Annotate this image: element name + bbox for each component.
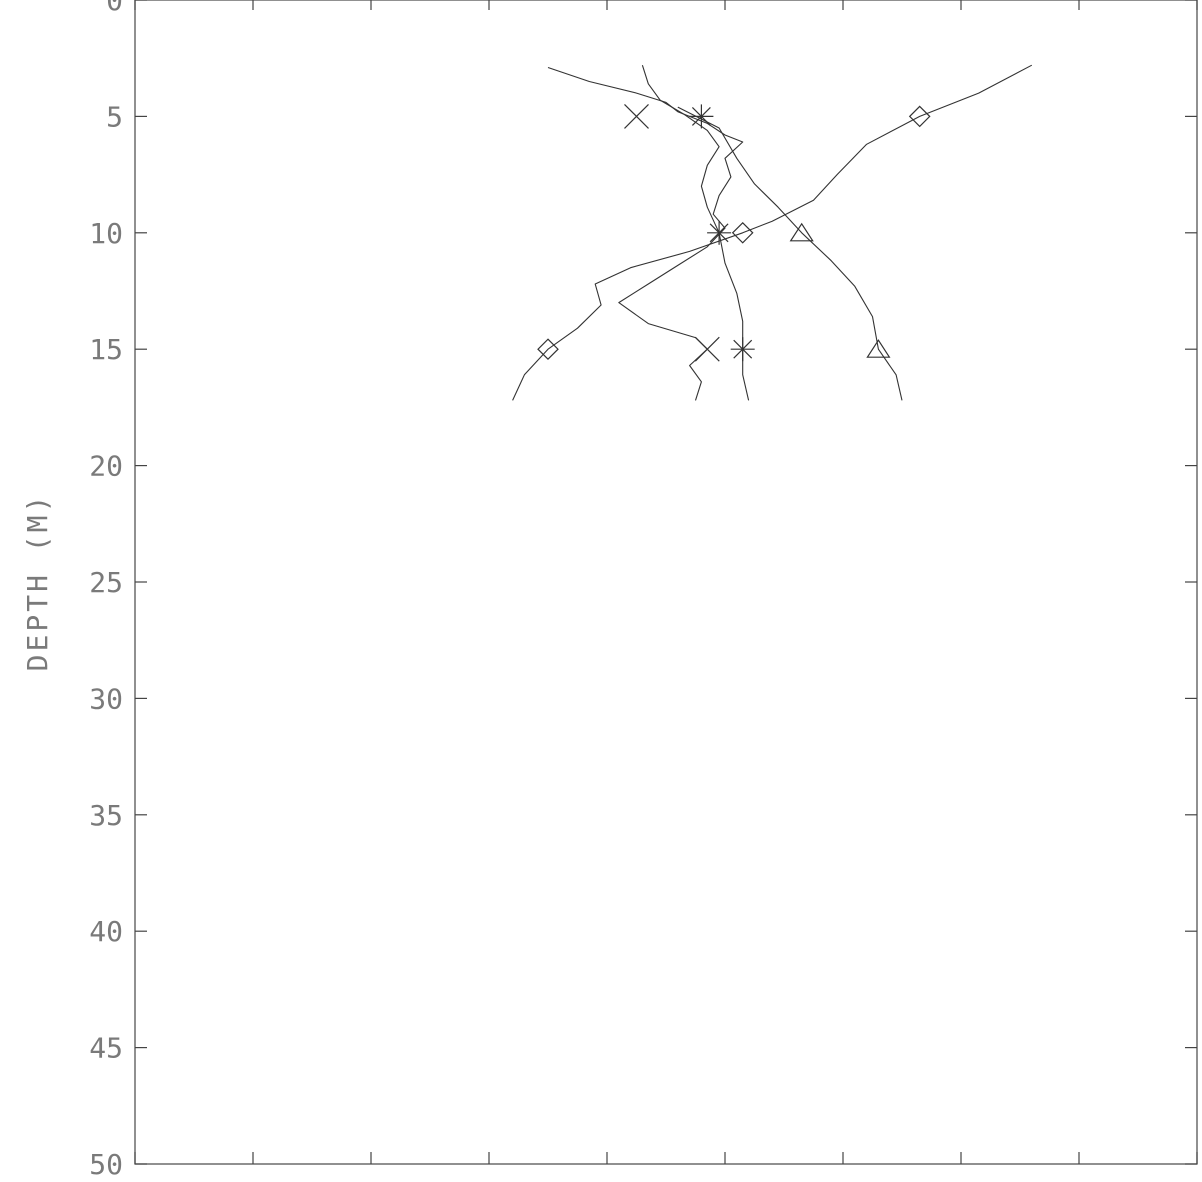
y-tick-label: 15 — [89, 333, 123, 366]
plot-frame — [134, 0, 1198, 1165]
series-line-3 — [512, 64, 1033, 401]
series-line-4 — [677, 106, 903, 401]
marker-diamond — [731, 221, 754, 244]
y-axis-ticks: 0 5 10 15 20 25 30 35 40 45 50 — [89, 0, 1197, 1181]
series-layer — [512, 64, 1033, 401]
y-tick-label: 10 — [89, 217, 123, 250]
marker-shape — [908, 105, 931, 128]
marker-stroke — [691, 106, 711, 126]
series-line-2 — [641, 65, 750, 401]
marker-triangle — [866, 339, 891, 358]
marker-stroke — [733, 339, 753, 359]
marker-layer — [537, 103, 931, 362]
series-line-1 — [547, 66, 744, 401]
marker-shape — [537, 338, 559, 361]
marker-x — [624, 103, 649, 129]
marker-triangle — [789, 222, 814, 242]
marker-diamond — [537, 338, 559, 361]
y-axis-label: DEPTH (M) — [21, 493, 54, 672]
marker-shape — [866, 339, 891, 358]
x-axis-ticks — [134, 0, 1198, 1164]
marker-asterisk — [689, 104, 714, 129]
marker-stroke — [709, 223, 729, 243]
marker-diamond — [908, 105, 931, 128]
marker-stroke — [694, 336, 720, 362]
y-tick-label: 25 — [89, 566, 123, 599]
y-tick-label: 0 — [106, 0, 123, 17]
marker-shape — [789, 222, 814, 242]
marker-x — [694, 336, 720, 362]
y-tick-label: 5 — [106, 100, 123, 133]
y-tick-label: 30 — [89, 682, 123, 715]
y-tick-label: 45 — [89, 1032, 123, 1065]
y-tick-label: 35 — [89, 799, 123, 832]
marker-shape — [731, 221, 754, 244]
marker-asterisk — [707, 220, 732, 245]
y-tick-label: 50 — [89, 1148, 123, 1178]
marker-stroke — [624, 103, 649, 129]
y-tick-label: 20 — [89, 450, 123, 483]
y-tick-label: 40 — [89, 915, 123, 948]
marker-asterisk — [730, 337, 755, 362]
